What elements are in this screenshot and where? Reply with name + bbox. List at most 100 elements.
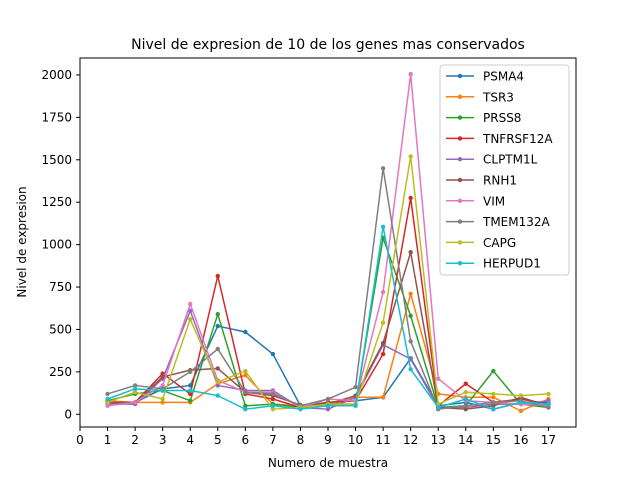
data-point [215, 346, 220, 352]
legend-label: PRSS8 [483, 111, 521, 125]
data-point [160, 396, 165, 402]
legend-item: CAPG [446, 236, 516, 250]
data-point [380, 320, 386, 325]
legend-marker [457, 73, 463, 79]
legend-label: VIM [483, 194, 505, 208]
legend-item: TMEM132A [446, 215, 551, 229]
data-point [215, 393, 220, 398]
x-tick-label: 4 [186, 433, 194, 447]
series-herpud1 [105, 224, 551, 412]
legend-marker [457, 136, 463, 141]
legend-label: HERPUD1 [483, 257, 541, 271]
data-point [215, 323, 220, 329]
data-point [463, 390, 468, 395]
data-point [380, 289, 386, 295]
y-tick-label: 2000 [41, 68, 72, 82]
data-point [546, 401, 551, 407]
data-point [215, 311, 220, 317]
data-point [132, 400, 138, 405]
y-tick-label: 500 [49, 322, 72, 336]
legend-label: RNH1 [483, 174, 517, 188]
data-point [408, 291, 413, 297]
data-point [380, 224, 386, 230]
data-point [270, 406, 276, 412]
x-tick-label: 6 [242, 433, 250, 447]
chart-title: Nivel de expresion de 10 de los genes ma… [131, 37, 525, 53]
data-point [546, 405, 551, 410]
data-point [408, 367, 413, 372]
x-tick-label: 9 [324, 433, 332, 447]
legend-item: RNH1 [446, 174, 517, 188]
data-point [436, 405, 441, 410]
y-tick-label: 0 [64, 407, 72, 421]
data-point [518, 393, 524, 398]
x-tick-label: 10 [348, 433, 363, 447]
data-point [105, 400, 110, 405]
data-point [270, 403, 276, 408]
data-point [325, 406, 331, 412]
data-point [546, 398, 551, 403]
legend-label: TSR3 [482, 90, 514, 104]
x-tick-label: 1 [104, 433, 112, 447]
x-tick-label: 7 [269, 433, 277, 447]
x-tick-label: 14 [458, 433, 473, 447]
y-tick-label: 1250 [41, 195, 72, 209]
data-point [215, 383, 220, 388]
data-point [132, 386, 138, 392]
data-point [325, 403, 331, 408]
data-point [105, 396, 110, 402]
data-point [408, 154, 413, 159]
legend-label: TMEM132A [482, 215, 551, 229]
data-point [463, 406, 468, 412]
data-point [380, 351, 386, 357]
data-point [491, 400, 496, 405]
data-point [491, 391, 496, 397]
legend-item: TNFRSF12A [446, 132, 553, 146]
legend: PSMA4 TSR3 PRSS8 TNFRSF12A CLPTM1L RNH1 VIM TME… [439, 64, 570, 276]
data-point [188, 391, 193, 397]
legend-marker [457, 115, 463, 120]
data-point [380, 340, 386, 346]
data-point [270, 391, 276, 397]
legend-label: CLPTM1L [483, 153, 538, 167]
legend-label: PSMA4 [483, 70, 524, 84]
x-tick-label: 3 [159, 433, 167, 447]
legend-item: CLPTM1L [446, 153, 538, 167]
legend-marker [457, 94, 463, 100]
data-point [408, 195, 413, 201]
axis-ticks: 0 1 2 3 4 5 6 7 8 9 10 11 12 13 14 15 16 1702505007501000… [41, 68, 556, 447]
y-tick-label: 1750 [41, 110, 72, 124]
legend-marker [457, 198, 463, 203]
data-point [380, 395, 386, 400]
data-point [463, 381, 468, 386]
data-point [188, 369, 193, 375]
data-point [243, 406, 248, 412]
data-point [243, 390, 248, 395]
x-tick-label: 12 [403, 433, 418, 447]
data-point [188, 398, 193, 403]
data-point [491, 403, 496, 408]
x-tick-label: 15 [486, 433, 501, 447]
data-point [518, 408, 524, 414]
legend-marker [457, 177, 463, 183]
legend-item: VIM [446, 194, 505, 208]
data-point [353, 384, 358, 390]
data-point [463, 396, 468, 402]
data-point [132, 383, 138, 388]
data-point [408, 339, 413, 344]
y-tick-label: 1000 [41, 238, 72, 252]
legend-marker [457, 157, 463, 162]
series-layer [105, 71, 551, 414]
data-point [105, 391, 110, 397]
y-tick-label: 750 [49, 280, 72, 294]
data-point [518, 400, 524, 405]
data-point [160, 388, 165, 393]
data-point [463, 403, 468, 408]
legend-label: TNFRSF12A [482, 132, 553, 146]
x-tick-label: 8 [297, 433, 305, 447]
data-point [160, 374, 165, 380]
data-point [215, 379, 220, 385]
y-tick-label: 1500 [41, 153, 72, 167]
data-point [160, 383, 165, 388]
data-point [188, 301, 193, 307]
